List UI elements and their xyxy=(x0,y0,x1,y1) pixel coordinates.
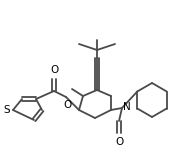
Text: S: S xyxy=(3,105,10,115)
Text: O: O xyxy=(63,100,71,110)
Text: O: O xyxy=(50,65,58,75)
Text: N: N xyxy=(123,102,131,112)
Text: O: O xyxy=(115,137,123,147)
